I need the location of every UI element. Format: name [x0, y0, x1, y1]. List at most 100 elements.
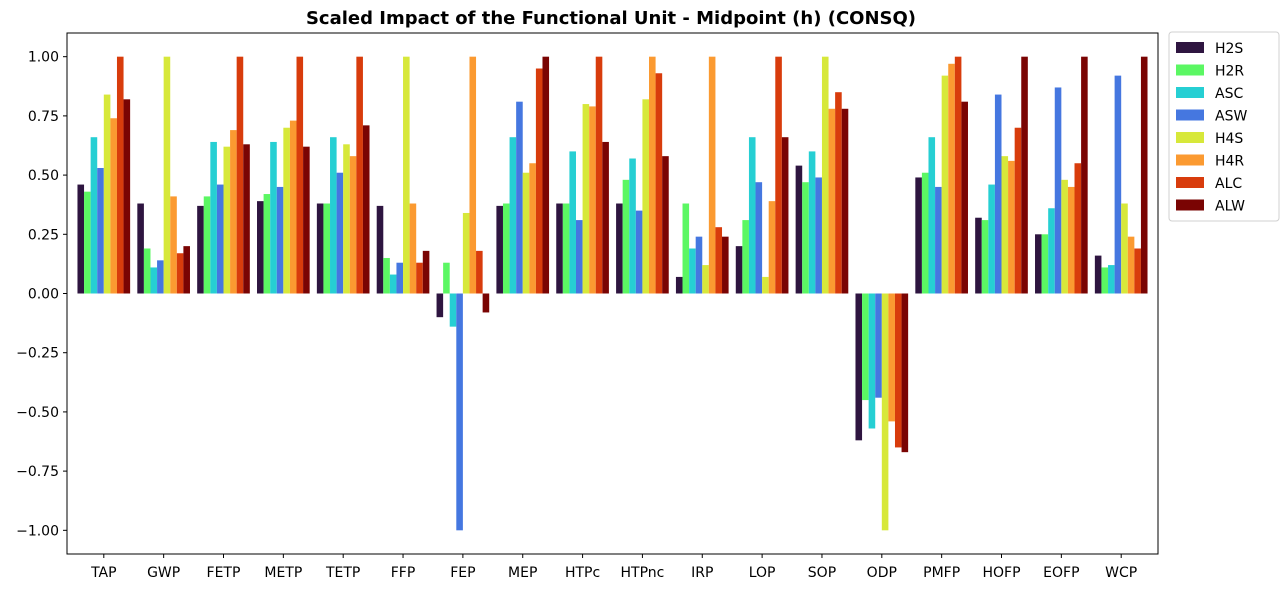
- bar-h2r-pmfp: [921, 172, 929, 294]
- x-tick-label-irp: IRP: [691, 565, 713, 581]
- bar-alc-irp: [715, 227, 723, 294]
- bar-h2s-ffp: [376, 205, 384, 294]
- x-tick-label-tap: TAP: [90, 565, 116, 581]
- x-tick-label-fetp: FETP: [207, 565, 241, 581]
- bar-alw-eofp: [1081, 56, 1088, 294]
- bar-alc-fep: [476, 250, 483, 294]
- bar-asc-lop: [748, 137, 756, 294]
- legend-swatch-h2r: [1176, 64, 1204, 76]
- bar-alw-wcp: [1140, 56, 1148, 294]
- bar-asc-eofp: [1048, 208, 1055, 294]
- legend-label-alw: ALW: [1215, 199, 1245, 215]
- y-tick-label: −0.50: [16, 405, 59, 421]
- bar-h2r-fep: [443, 262, 450, 294]
- bar-h4r-tetp: [349, 156, 357, 294]
- bar-asc-htpc: [569, 151, 576, 294]
- bar-alw-fep: [482, 293, 490, 313]
- bar-alw-tap: [123, 99, 131, 294]
- bar-h4r-lop: [768, 201, 776, 294]
- legend-label-asw: ASW: [1215, 109, 1247, 125]
- bar-asw-htpc: [575, 220, 583, 294]
- bar-h2s-eofp: [1035, 234, 1042, 294]
- bar-h4s-mep: [522, 172, 530, 294]
- bar-alw-htpc: [602, 141, 609, 294]
- bar-asc-fep: [449, 293, 457, 327]
- legend: H2S H2R ASC ASW H4S H4R ALC ALW: [1168, 31, 1280, 222]
- bar-h2r-htpc: [562, 203, 570, 294]
- bar-asw-fetp: [216, 184, 224, 294]
- legend-label-h4s: H4S: [1215, 131, 1243, 147]
- bar-h4r-hofp: [1008, 160, 1015, 294]
- bar-asw-sop: [815, 177, 822, 294]
- x-tick-label-eofp: EOFP: [1043, 565, 1079, 581]
- bar-asc-htpnc: [629, 158, 636, 294]
- bar-asw-odp: [875, 293, 882, 398]
- legend-swatch-h4r: [1176, 154, 1204, 166]
- legend-label-h4r: H4R: [1215, 154, 1244, 170]
- bar-h2s-irp: [675, 276, 683, 294]
- bar-h4r-ffp: [409, 203, 417, 294]
- bar-alc-gwp: [176, 253, 184, 294]
- bar-h4r-odp: [888, 293, 895, 422]
- bar-h4s-lop: [762, 276, 769, 294]
- bar-alc-mep: [535, 68, 543, 294]
- bar-asw-metp: [276, 186, 284, 294]
- bar-h4r-fep: [469, 56, 477, 294]
- bar-asw-mep: [516, 101, 523, 294]
- bar-h2s-hofp: [975, 217, 982, 294]
- bar-asw-irp: [695, 236, 703, 294]
- bar-h2r-gwp: [143, 248, 151, 294]
- bar-h2s-fetp: [197, 205, 204, 294]
- bar-asc-tetp: [330, 137, 337, 294]
- bar-asc-fetp: [210, 141, 217, 294]
- bars-group: [77, 56, 1148, 531]
- bar-h4s-hofp: [1001, 156, 1009, 294]
- bar-h2s-htpc: [556, 203, 563, 294]
- bar-h4s-tap: [103, 94, 111, 294]
- bar-h2s-mep: [496, 205, 503, 294]
- bar-asc-ffp: [389, 274, 397, 294]
- bar-h2r-wcp: [1101, 267, 1109, 294]
- bar-asw-tap: [97, 167, 104, 294]
- bar-alw-fetp: [243, 144, 250, 294]
- bar-h4r-pmfp: [948, 63, 955, 294]
- bar-h4s-tetp: [343, 144, 350, 294]
- bar-h4r-sop: [828, 108, 836, 294]
- bar-alc-tetp: [356, 56, 363, 294]
- bar-asc-tap: [90, 137, 98, 294]
- bar-h2r-fetp: [203, 196, 211, 294]
- bar-asw-ffp: [396, 262, 404, 294]
- bar-h4s-pmfp: [941, 75, 949, 294]
- y-tick-label: 0.00: [28, 287, 59, 303]
- bar-h2r-lop: [742, 220, 749, 294]
- bar-alc-lop: [775, 56, 782, 294]
- legend-swatch-asw: [1176, 109, 1204, 121]
- bar-alw-metp: [303, 146, 310, 294]
- bar-h4s-metp: [283, 127, 290, 294]
- bar-h4r-irp: [708, 56, 716, 294]
- bar-alc-odp: [894, 293, 902, 448]
- bar-h2r-eofp: [1041, 234, 1049, 294]
- bar-asw-eofp: [1054, 87, 1062, 294]
- bar-h2s-gwp: [137, 203, 144, 294]
- chart-title: Scaled Impact of the Functional Unit - M…: [306, 8, 916, 29]
- y-tick-label: 1.00: [28, 50, 59, 66]
- bar-alw-htpnc: [662, 156, 669, 294]
- bar-h2r-tap: [84, 191, 91, 294]
- legend-swatch-h4s: [1176, 132, 1204, 143]
- bar-h4r-tap: [110, 118, 117, 294]
- bar-alw-sop: [841, 108, 849, 294]
- legend-label-h2r: H2R: [1215, 64, 1244, 80]
- bar-asw-lop: [755, 182, 763, 294]
- x-tick-label-sop: SOP: [808, 565, 836, 581]
- legend-swatch-alc: [1176, 177, 1204, 188]
- bar-alw-mep: [542, 56, 550, 294]
- bar-h4s-wcp: [1121, 203, 1128, 294]
- bar-h4r-wcp: [1127, 236, 1135, 294]
- legend-swatch-asc: [1176, 87, 1204, 98]
- bar-h2r-irp: [682, 203, 690, 294]
- bar-alc-metp: [296, 56, 304, 294]
- bar-asc-irp: [689, 248, 696, 294]
